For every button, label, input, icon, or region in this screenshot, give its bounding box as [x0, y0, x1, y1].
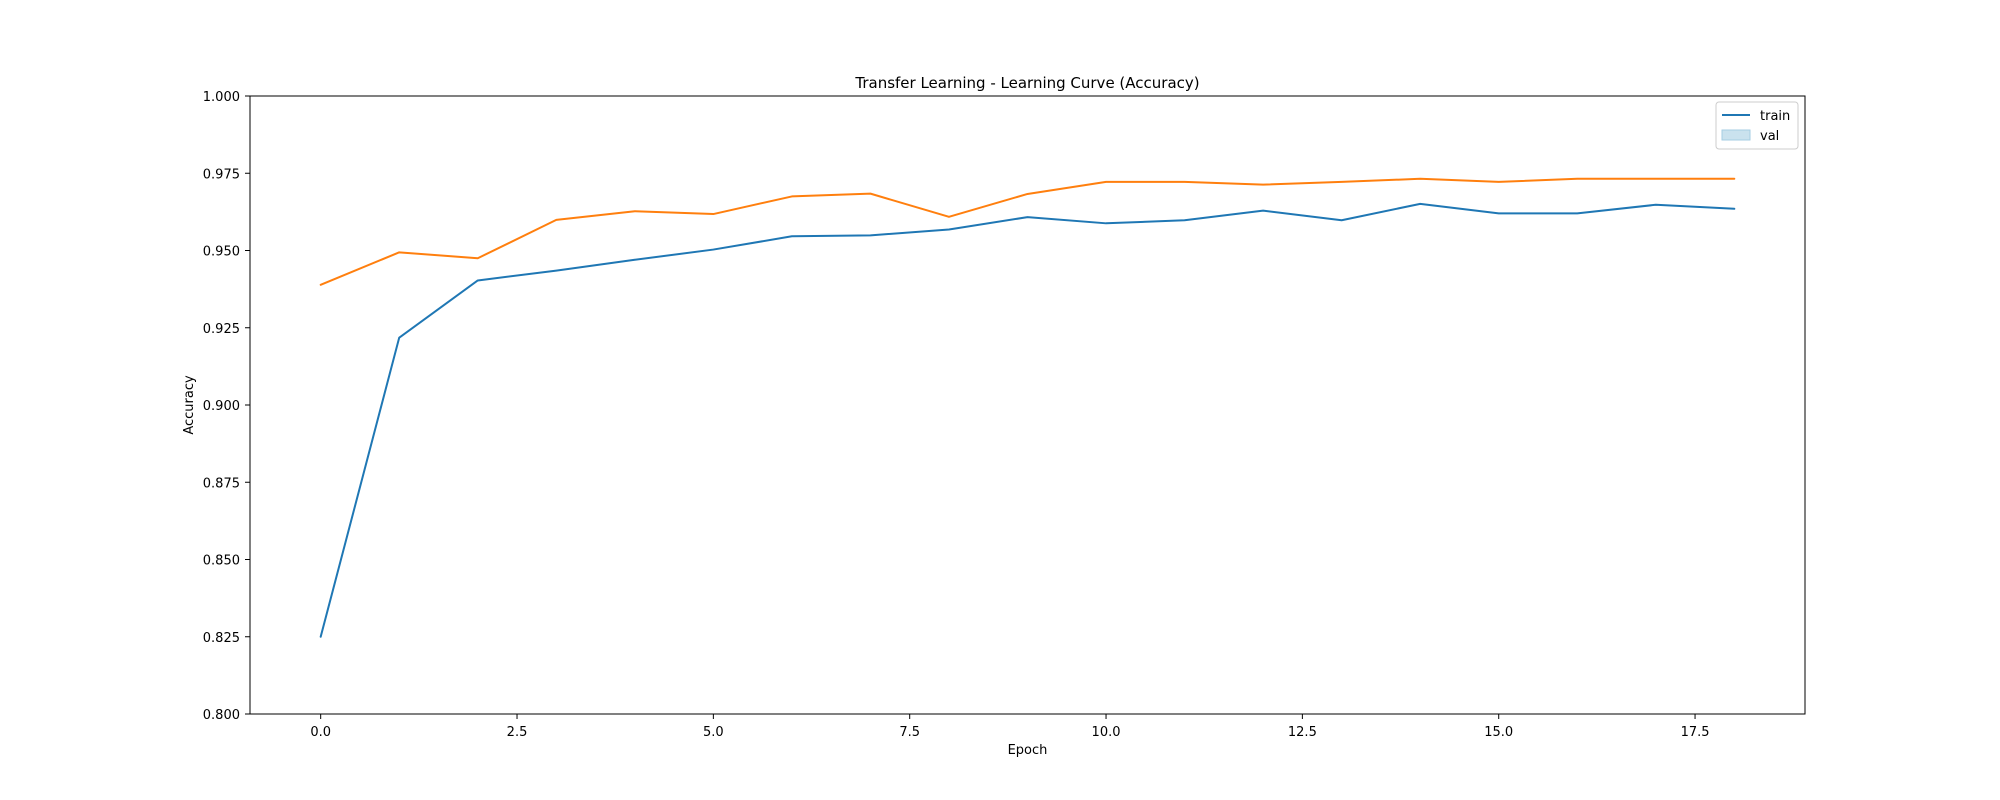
chart-title: Transfer Learning - Learning Curve (Accu… [854, 74, 1199, 92]
legend-val-label: val [1760, 129, 1779, 144]
x-tick-label: 17.5 [1681, 725, 1710, 740]
y-tick-label: 0.925 [203, 322, 240, 337]
legend-val-patch [1721, 129, 1751, 141]
x-tick-label: 12.5 [1288, 725, 1317, 740]
legend: train val [1715, 101, 1799, 150]
series-line-0 [319, 202, 1736, 638]
y-axis-label: Accuracy [182, 375, 197, 435]
x-tick-label: 15.0 [1484, 725, 1513, 740]
x-tick-label: 5.0 [703, 725, 724, 740]
y-tick-label: 0.850 [203, 554, 240, 569]
x-tick-label: 10.0 [1092, 725, 1121, 740]
y-axis-ticks: 0.800 0.825 0.850 0.875 0.900 0.925 0.950 0.975… [203, 90, 250, 723]
y-tick-label: 0.875 [203, 476, 240, 491]
series-line-1 [319, 177, 1736, 286]
x-axis-ticks: 0.0 2.5 5.0 7.5 10.0 12.5 15.0 17.5 [310, 714, 1710, 740]
x-tick-label: 7.5 [899, 725, 920, 740]
y-tick-label: 0.825 [203, 631, 240, 646]
plot-series [319, 177, 1736, 638]
y-tick-label: 0.975 [203, 167, 240, 182]
x-tick-label: 0.0 [310, 725, 331, 740]
x-axis-label: Epoch [1008, 743, 1048, 758]
y-tick-label: 0.900 [203, 399, 240, 414]
legend-train-label: train [1760, 109, 1790, 124]
y-tick-label: 1.000 [203, 90, 240, 105]
x-tick-label: 2.5 [507, 725, 528, 740]
y-tick-label: 0.950 [203, 245, 240, 260]
y-tick-label: 0.800 [203, 708, 240, 723]
